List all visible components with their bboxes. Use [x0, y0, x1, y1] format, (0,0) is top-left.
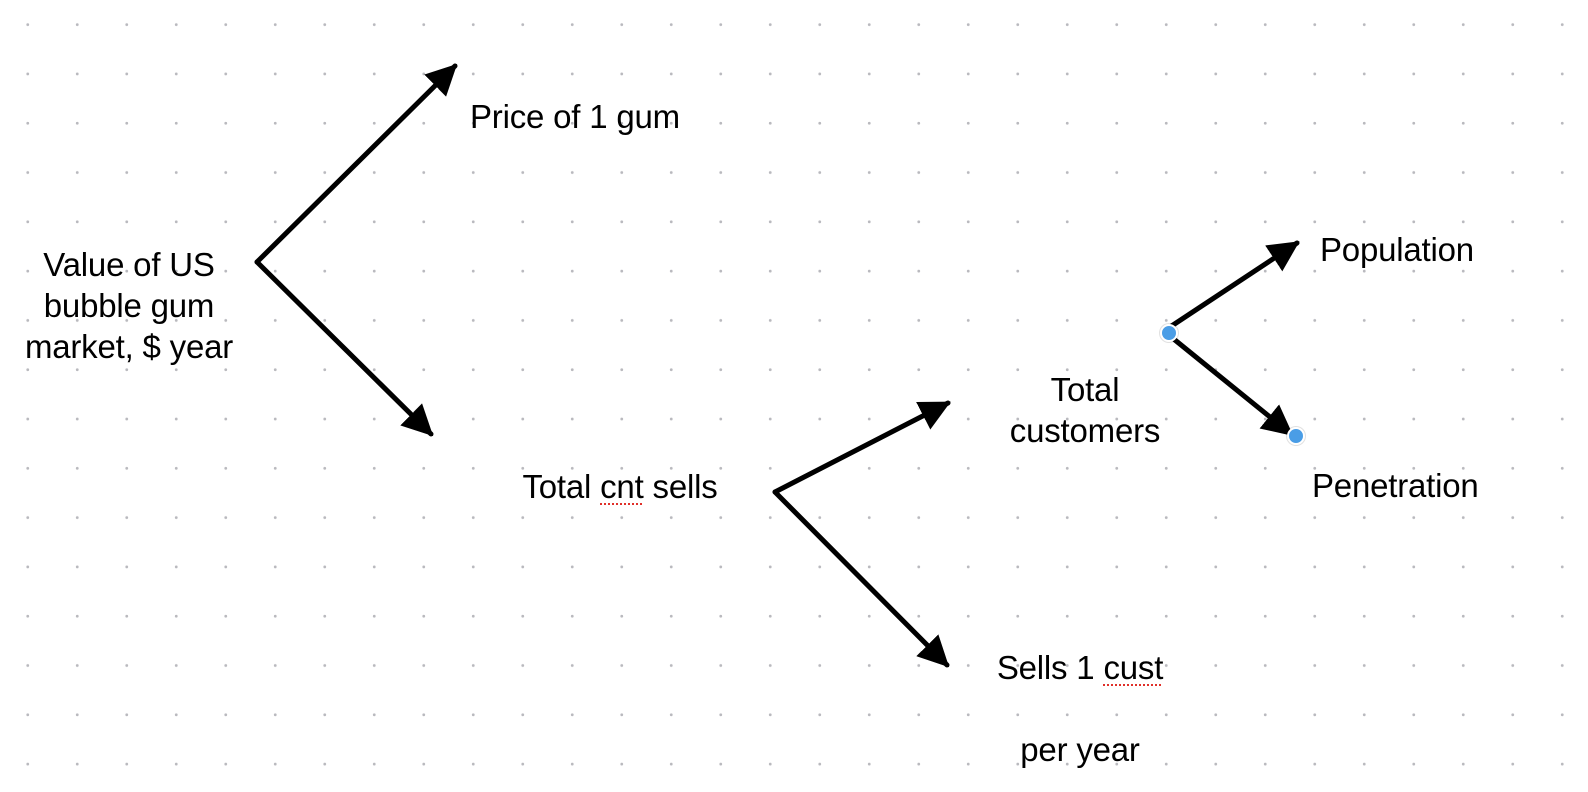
arrow-root-to-total-sells[interactable]	[254, 259, 434, 437]
node-penetration[interactable]: Penetration	[1312, 424, 1532, 506]
node-root-market-value[interactable]: Value of US bubble gum market, $ year	[0, 203, 258, 367]
node-total-sells-text-a: Total	[522, 468, 601, 505]
arrow-total-sells-to-total-customers[interactable]	[772, 400, 951, 495]
arrow-total-customers-to-population[interactable]	[1167, 240, 1300, 330]
arrow-total-customers-to-penetration[interactable]	[1167, 333, 1294, 437]
node-total-customers[interactable]: Total customers	[985, 328, 1185, 451]
node-penetration-text: Penetration	[1312, 467, 1479, 504]
node-total-sells-text-b: sells	[643, 468, 718, 505]
node-population[interactable]: Population	[1320, 188, 1520, 270]
node-total-customers-text: Total customers	[1009, 371, 1161, 449]
node-sells-per-customer-text-a: Sells 1	[996, 649, 1104, 686]
selection-handle-end[interactable]	[1287, 427, 1305, 445]
node-price-of-gum[interactable]: Price of 1 gum	[470, 55, 710, 137]
node-sells-per-customer[interactable]: Sells 1 cust per year	[980, 606, 1180, 770]
arrow-root-to-price[interactable]	[254, 63, 458, 265]
node-total-sells[interactable]: Total cnt sells	[490, 466, 750, 507]
arrow-total-sells-to-sells-per-customer[interactable]	[772, 489, 950, 668]
selection-handle-start[interactable]	[1160, 324, 1178, 342]
spellcheck-flagged-word[interactable]: cnt	[600, 468, 644, 505]
node-sells-per-customer-text-b: per year	[1020, 731, 1140, 768]
spellcheck-flagged-word[interactable]: cust	[1103, 649, 1164, 686]
node-price-text: Price of 1 gum	[470, 98, 680, 135]
node-root-text: Value of US bubble gum market, $ year	[24, 246, 234, 365]
node-population-text: Population	[1320, 231, 1474, 268]
